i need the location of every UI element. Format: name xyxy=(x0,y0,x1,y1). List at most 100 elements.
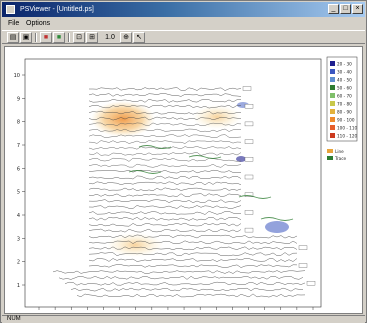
trace-tag xyxy=(244,210,254,215)
legend-label: 100 - 110 xyxy=(337,126,357,131)
color-red-icon[interactable]: ■ xyxy=(40,32,52,43)
trace-tag xyxy=(244,121,254,127)
seismic-trace xyxy=(88,193,242,197)
y-axis: 1 2 3 4 5 6 7 8 9 10 xyxy=(14,73,25,289)
green-anomaly xyxy=(260,217,294,221)
minimize-button[interactable]: _ xyxy=(328,4,339,14)
menu-file[interactable]: File xyxy=(8,20,20,27)
rotate-label-icon[interactable]: 1.0 xyxy=(102,32,118,43)
seismic-trace xyxy=(88,110,242,115)
toolbar-separator xyxy=(35,33,37,42)
menu-bar: File Options xyxy=(2,18,365,29)
open-folder-icon[interactable]: ▤ xyxy=(7,32,19,43)
trace-tag xyxy=(244,139,254,144)
traces-group xyxy=(52,86,316,298)
seismic-trace xyxy=(89,87,242,91)
y-tick-label: 9 xyxy=(17,96,20,102)
legend-label: 110 - 120 xyxy=(337,134,357,139)
seismic-trace xyxy=(88,240,298,245)
seismic-trace xyxy=(88,181,242,186)
legend-label: 50 - 60 xyxy=(337,86,352,91)
legend-swatch xyxy=(330,69,335,74)
seismic-trace xyxy=(88,222,242,227)
save-icon[interactable]: ▣ xyxy=(20,32,32,43)
heat-region xyxy=(91,101,155,137)
seismic-trace xyxy=(88,216,242,221)
legend-label: 90 - 100 xyxy=(337,118,355,123)
window-title: PSViewer - [Untitled.ps] xyxy=(20,6,94,13)
title-bar[interactable]: PSViewer - [Untitled.ps] _ □ × xyxy=(2,2,365,17)
seismic-trace xyxy=(88,122,242,127)
y-tick-label: 2 xyxy=(17,260,20,266)
green-anomaly xyxy=(238,195,272,199)
heat-region xyxy=(193,105,241,129)
seismic-trace xyxy=(88,152,242,156)
pointer-icon[interactable]: ↖ xyxy=(133,32,145,43)
sub-legend-label: Line xyxy=(335,149,344,154)
seismic-trace xyxy=(88,134,242,139)
y-tick-label: 4 xyxy=(17,213,20,219)
plot-canvas[interactable]: 1020304050607080901001101201301401501601… xyxy=(5,47,362,319)
color-green-icon[interactable]: ■ xyxy=(53,32,65,43)
legend-label: 60 - 70 xyxy=(337,94,352,99)
y-tick-label: 10 xyxy=(14,73,20,79)
trace-tag xyxy=(244,227,254,233)
maximize-button[interactable]: □ xyxy=(340,4,351,14)
seismic-trace xyxy=(88,169,242,174)
seismic-trace xyxy=(88,116,242,121)
seismic-trace xyxy=(58,275,304,280)
seismic-trace xyxy=(88,258,298,262)
seismic-trace xyxy=(88,128,241,133)
legend-swatch xyxy=(330,85,335,90)
seismic-trace xyxy=(88,205,242,209)
seismic-trace xyxy=(88,211,242,215)
green-anomaly xyxy=(128,170,162,174)
legend-swatch xyxy=(330,133,335,138)
legend-swatch xyxy=(330,109,335,114)
legend-swatch xyxy=(330,117,335,122)
sub-legend-swatch xyxy=(327,149,333,153)
y-tick-label: 7 xyxy=(17,143,20,149)
legend-swatch xyxy=(330,93,335,98)
legend-label: 70 - 80 xyxy=(337,102,352,107)
trace-tag xyxy=(306,281,316,286)
seismic-trace xyxy=(88,187,242,192)
seismic-trace xyxy=(52,270,306,274)
plot-client-area[interactable]: 1020304050607080901001101201301401501601… xyxy=(4,46,363,319)
heat-region xyxy=(265,221,289,233)
seismic-trace xyxy=(76,293,306,298)
green-anomaly xyxy=(138,145,172,149)
trace-tag xyxy=(244,157,254,162)
legend-label: 30 - 40 xyxy=(337,70,352,75)
sub-legend-swatch xyxy=(327,156,333,160)
heat-region xyxy=(107,233,163,257)
y-tick-label: 8 xyxy=(17,120,20,126)
zoom-fit-icon[interactable]: ⊡ xyxy=(73,32,85,43)
seismic-trace xyxy=(88,98,242,103)
zoom-window-icon[interactable]: ⊞ xyxy=(86,32,98,43)
seismic-trace xyxy=(64,281,306,286)
heat-overlay xyxy=(91,101,289,257)
plot-frame xyxy=(24,58,322,308)
seismic-trace xyxy=(88,140,242,144)
seismic-trace xyxy=(88,163,242,168)
toolbar: ▤ ▣ ■ ■ ⊡ ⊞ 1.0 ⊕ ↖ xyxy=(2,30,365,44)
seismic-trace xyxy=(88,104,242,109)
green-anomaly xyxy=(188,155,222,159)
legend-swatch xyxy=(330,125,335,130)
seismic-trace xyxy=(88,157,242,162)
y-tick-label: 5 xyxy=(17,190,20,196)
legend-swatch xyxy=(330,101,335,106)
menu-options[interactable]: Options xyxy=(26,20,51,27)
legend-swatch xyxy=(330,77,335,82)
seismic-trace xyxy=(88,228,242,233)
x-axis: 1020304050607080901001101201301401501601… xyxy=(36,307,318,319)
legend-label: 80 - 90 xyxy=(337,110,352,115)
app-icon xyxy=(6,5,15,14)
pan-icon[interactable]: ⊕ xyxy=(120,32,132,43)
status-text: NUM xyxy=(7,316,21,322)
seismic-trace xyxy=(88,264,298,268)
close-button[interactable]: × xyxy=(352,4,363,14)
seismic-trace xyxy=(88,199,242,203)
